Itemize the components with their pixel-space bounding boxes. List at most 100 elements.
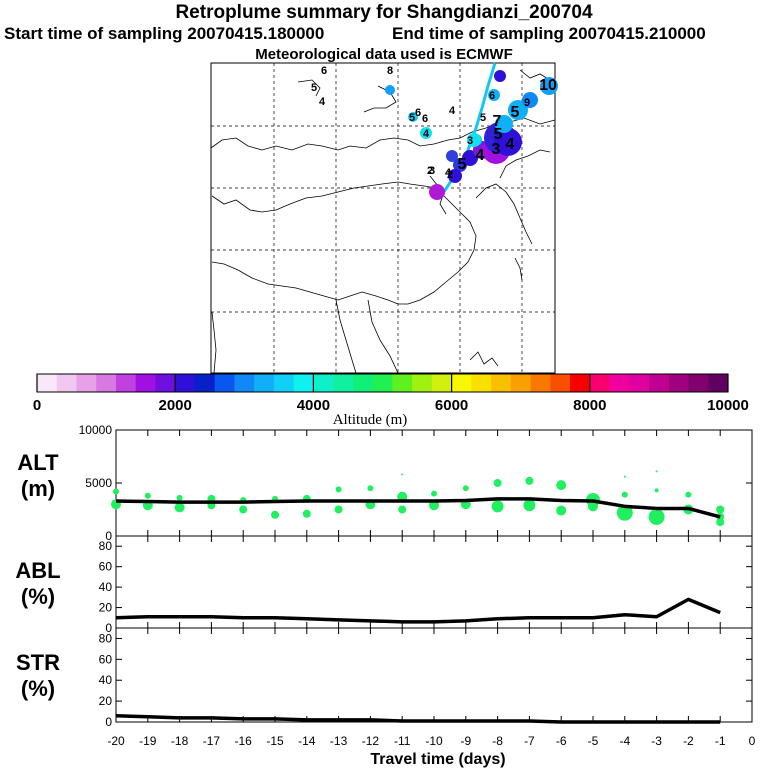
alt-scatter-point [174, 502, 185, 513]
y-tick-label: 60 [99, 652, 113, 666]
colorbar-cell [56, 374, 77, 392]
y-tick-label: 80 [99, 631, 113, 645]
plume-label: 5 [511, 104, 520, 121]
plume-label: 6 [321, 65, 327, 77]
colorbar-cell [115, 374, 137, 392]
colorbar-cell [352, 374, 374, 392]
plume-label: 6 [415, 107, 421, 119]
alt-scatter-point [493, 479, 502, 487]
plume-label: 7 [493, 113, 502, 130]
colorbar-cell [254, 374, 275, 392]
colorbar-cell [550, 374, 571, 392]
plume-label: 3 [467, 135, 473, 147]
panel-unit: (m) [21, 476, 55, 501]
plume-blob [446, 150, 458, 162]
plume-label: 2 [427, 165, 433, 177]
alt-scatter-point [334, 505, 343, 514]
alt-scatter-point [648, 508, 665, 525]
alt-scatter-point [239, 505, 248, 514]
altitude-colorbar: 0 2000 4000 6000 8000 10000 Altitude (m) [33, 373, 749, 428]
colorbar-tick-label: 10000 [707, 397, 749, 414]
plume-label: 5 [409, 112, 415, 124]
alt-scatter-point [335, 486, 342, 493]
alt-scatter-point [655, 470, 658, 473]
start-time: Start time of sampling 20070415.180000 [4, 24, 325, 43]
colorbar-cell [589, 374, 611, 392]
colorbar-tick-label: 0 [33, 397, 41, 414]
series-line-abl [115, 597, 721, 624]
colorbar-cell [234, 374, 255, 392]
panel-label: ABL [15, 558, 60, 583]
y-tick-label: 0 [105, 529, 112, 543]
x-tick-label: -2 [683, 734, 694, 748]
plume-blob [495, 115, 513, 133]
alt-scatter-point [462, 485, 469, 492]
colorbar-cell [708, 374, 729, 392]
colorbar-cell [273, 374, 295, 392]
alt-scatter-point [716, 505, 725, 514]
colorbar-cell [431, 374, 453, 392]
x-tick-label: -13 [330, 734, 348, 748]
alt-scatter-point [523, 499, 536, 512]
alt-scatter-point [113, 488, 119, 495]
plume-blob [494, 128, 522, 156]
plume-blob [488, 89, 500, 101]
colorbar-cell [609, 374, 630, 392]
plume-label: 10 [539, 77, 557, 94]
map-gridlines [211, 63, 555, 373]
series-line-alt [115, 497, 721, 519]
panel-label: STR [16, 650, 60, 675]
plume-label: 4 [423, 128, 430, 140]
x-tick-label: -14 [298, 734, 316, 748]
colorbar-cell [471, 374, 492, 392]
panel-unit: (%) [21, 584, 55, 609]
plume-blob [385, 85, 395, 95]
x-tick-label: -7 [524, 734, 535, 748]
x-tick-label: -11 [394, 734, 411, 748]
plume-label: 6 [489, 90, 495, 102]
colorbar-tick-label: 6000 [435, 397, 468, 414]
x-tick-label: -9 [460, 734, 471, 748]
colorbar-cell [76, 374, 97, 392]
plume-label: 9 [524, 97, 530, 109]
x-tick-label: -12 [362, 734, 380, 748]
panel-label: ALT [17, 450, 59, 475]
colorbar-tick-label: 8000 [573, 397, 606, 414]
plume-label: 5 [311, 82, 317, 94]
x-tick-label: -18 [171, 734, 189, 748]
plume-label: 4 [476, 147, 485, 164]
alt-scatter-point [398, 505, 407, 514]
colorbar-cell [372, 374, 393, 392]
alt-scatter-point [616, 504, 633, 521]
y-tick-label: 40 [99, 580, 113, 594]
alt-scatter-point [431, 490, 437, 497]
colorbar-cell [96, 374, 117, 392]
x-tick-label: -20 [107, 734, 125, 748]
alt-scatter-point [271, 510, 279, 519]
plume-blob [540, 77, 558, 95]
y-tick-label: 80 [99, 539, 113, 553]
colorbar-cell [451, 374, 472, 392]
plume-label: 4 [445, 167, 452, 179]
plume-label: 5 [458, 156, 467, 173]
x-tick-label: -6 [556, 734, 567, 748]
plume-label: 4 [319, 96, 326, 108]
x-tick-label: -15 [266, 734, 284, 748]
x-tick-label: -5 [588, 734, 599, 748]
alt-scatter-point [588, 501, 598, 512]
plume-label: 5 [480, 112, 486, 124]
alt-scatter-point [367, 485, 374, 492]
y-tick-label: 0 [105, 715, 112, 729]
alt-scatter-point [401, 473, 404, 476]
plume-label: 2 [447, 169, 453, 181]
plume-blob [448, 169, 462, 183]
met-data-label: Meteorological data used is ECMWF [255, 46, 513, 63]
y-tick-label: 40 [99, 673, 113, 687]
colorbar-cell [37, 374, 58, 392]
plume-label: 5 [494, 126, 503, 143]
x-tick-label: -17 [203, 734, 221, 748]
x-tick-label: -4 [619, 734, 630, 748]
chart-title: Retroplume summary for Shangdianzi_20070… [175, 2, 593, 23]
